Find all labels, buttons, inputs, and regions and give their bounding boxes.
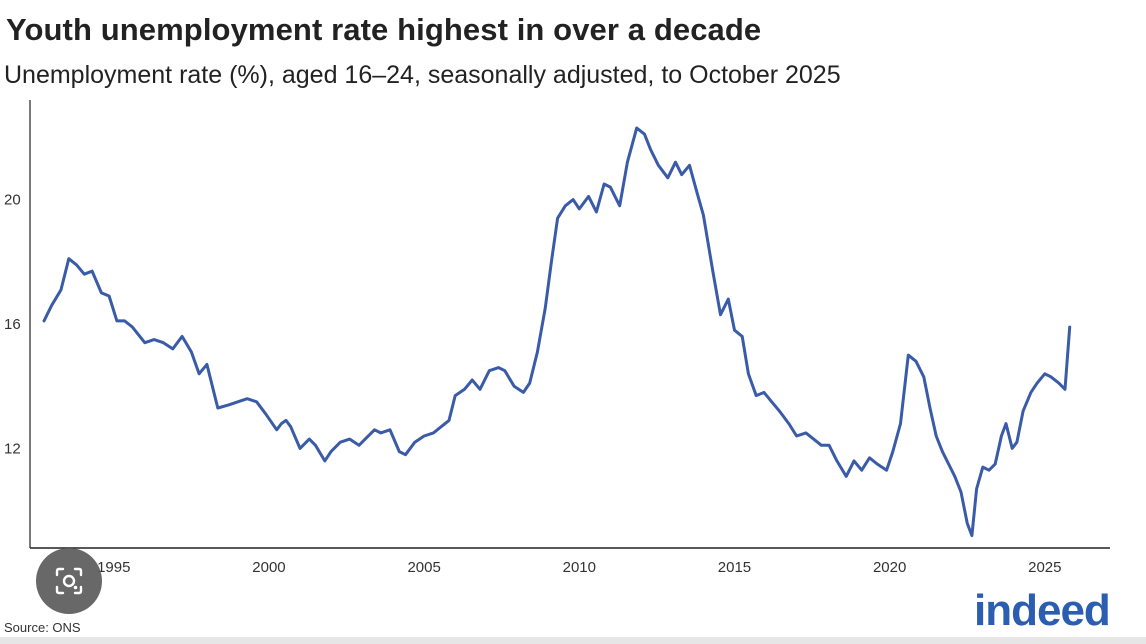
- chart-title: Youth unemployment rate highest in over …: [6, 12, 762, 47]
- x-tick-label: 2020: [873, 559, 906, 576]
- y-axis: 12 16 20: [4, 100, 31, 548]
- x-tick-label: 2000: [252, 559, 285, 576]
- series-line: [42, 126, 1072, 538]
- lens-search-icon[interactable]: [36, 548, 102, 614]
- bottom-bar: [0, 637, 1146, 644]
- y-tick-label: 12: [4, 440, 21, 457]
- x-axis: 1995 2000 2005 2010 2015 2020 2025: [30, 547, 1110, 576]
- x-tick-label: 2025: [1028, 559, 1061, 576]
- series-layer: [42, 126, 1072, 538]
- y-tick-label: 20: [4, 192, 21, 209]
- chart-subtitle: Unemployment rate (%), aged 16–24, seaso…: [4, 61, 841, 89]
- line-chart: 12 16 20 1995 2000 2005 2010 2015 2020 2025: [4, 100, 1110, 576]
- lens-glyph-icon: [55, 567, 83, 595]
- y-tick-label: 16: [4, 316, 21, 333]
- x-tick-label: 2010: [563, 559, 596, 576]
- indeed-logo: indeed: [974, 586, 1111, 635]
- x-tick-label: 2015: [718, 559, 751, 576]
- source-note: Source: ONS: [4, 620, 81, 635]
- x-tick-label: 1995: [97, 559, 130, 576]
- x-tick-label: 2005: [407, 559, 440, 576]
